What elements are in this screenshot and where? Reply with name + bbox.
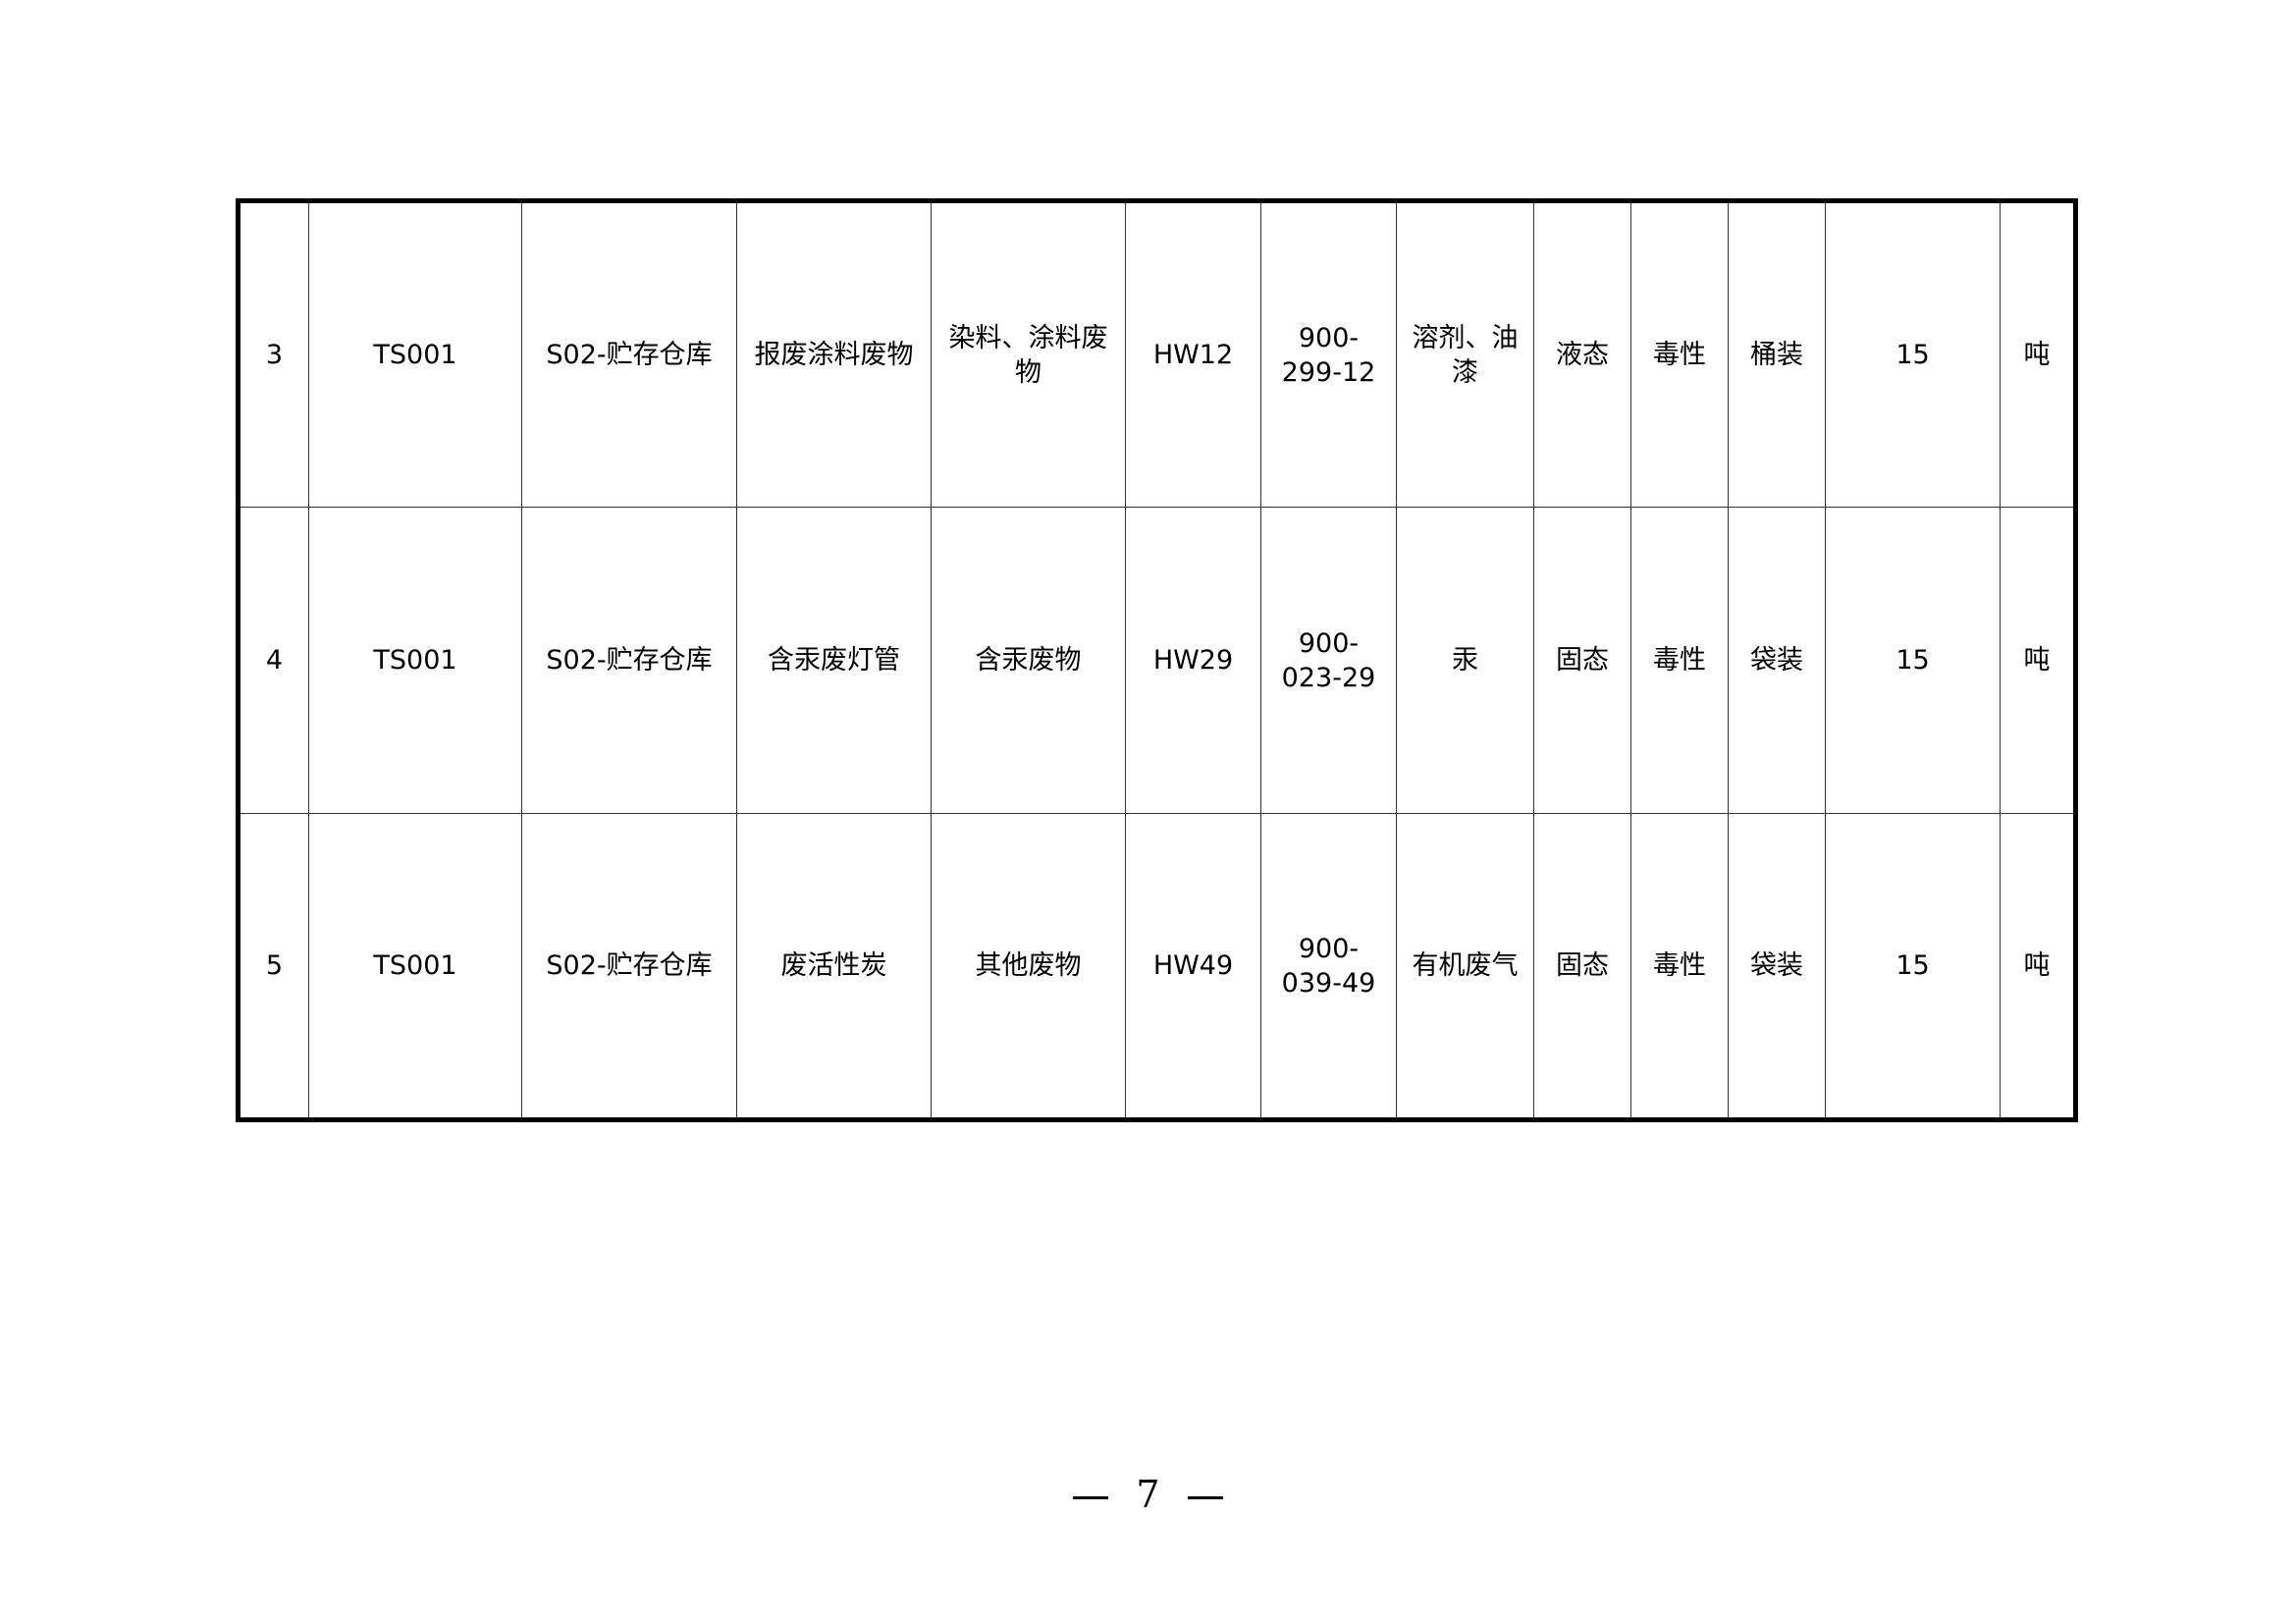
cell-waste-category: 含汞废物 [931,507,1126,814]
cell-waste-code: 900-039-49 [1260,813,1397,1120]
cell-physical-state: 固态 [1533,507,1631,814]
cell-hazardous-component: 有机废气 [1396,813,1534,1120]
cell-physical-state: 固态 [1533,813,1631,1120]
dash-left [1073,1496,1109,1499]
cell-code: TS001 [308,507,522,814]
cell-unit: 吨 [2000,200,2076,508]
cell-packaging: 袋装 [1728,507,1826,814]
cell-waste-category: 染料、涂料废物 [931,200,1126,508]
cell-storage-location: S02-贮存仓库 [521,200,737,508]
cell-hazard-property: 毒性 [1630,200,1729,508]
table-row: 4 TS001 S02-贮存仓库 含汞废灯管 含汞废物 HW29 900-023-29 汞固态… [238,507,2076,814]
cell-waste-name: 含汞废灯管 [736,507,932,814]
cell-seq-no: 3 [238,200,309,508]
hazardous-waste-table: 3 TS001 S02-贮存仓库 报废涂料废物 染料、涂料废物 HW12 900-299-1… [236,198,2078,1122]
cell-storage-location: S02-贮存仓库 [521,813,737,1120]
cell-waste-class: HW49 [1125,813,1261,1120]
cell-quantity: 15 [1825,200,2001,508]
cell-waste-code: 900-023-29 [1260,507,1397,814]
cell-hazardous-component: 溶剂、油漆 [1396,200,1534,508]
cell-physical-state: 液态 [1533,200,1631,508]
table-row: 5 TS001 S02-贮存仓库 废活性炭 其他废物 HW49 900-039-49 有机废气… [238,813,2076,1120]
dash-right [1187,1496,1223,1499]
cell-unit: 吨 [2000,813,2076,1120]
cell-waste-name: 报废涂料废物 [736,200,932,508]
cell-waste-name: 废活性炭 [736,813,932,1120]
cell-seq-no: 5 [238,813,309,1120]
cell-packaging: 袋装 [1728,813,1826,1120]
cell-unit: 吨 [2000,507,2076,814]
table-row: 3 TS001 S02-贮存仓库 报废涂料废物 染料、涂料废物 HW12 900-299-1… [238,200,2076,508]
page-number: 7 [0,1473,2296,1516]
cell-hazard-property: 毒性 [1630,813,1729,1120]
cell-waste-class: HW12 [1125,200,1261,508]
cell-waste-category: 其他废物 [931,813,1126,1120]
cell-quantity: 15 [1825,813,2001,1120]
page-number-text: 7 [1136,1473,1160,1516]
cell-code: TS001 [308,200,522,508]
cell-quantity: 15 [1825,507,2001,814]
cell-packaging: 桶装 [1728,200,1826,508]
cell-hazardous-component: 汞 [1396,507,1534,814]
cell-waste-class: HW29 [1125,507,1261,814]
cell-seq-no: 4 [238,507,309,814]
cell-hazard-property: 毒性 [1630,507,1729,814]
cell-storage-location: S02-贮存仓库 [521,507,737,814]
cell-waste-code: 900-299-12 [1260,200,1397,508]
cell-code: TS001 [308,813,522,1120]
